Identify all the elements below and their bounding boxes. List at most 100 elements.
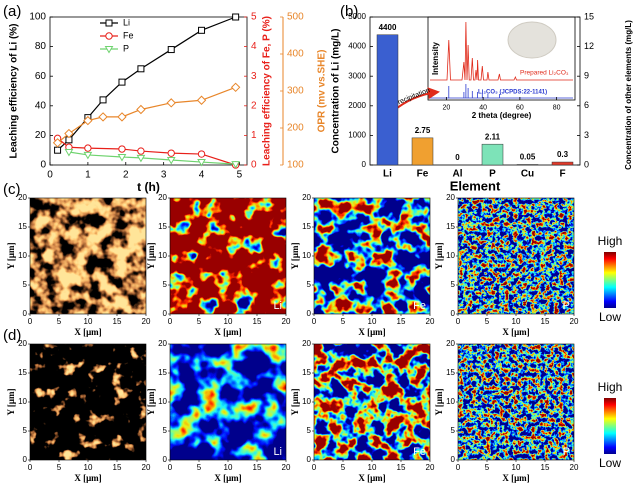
legend-marker	[105, 19, 113, 27]
y-tick-label: 15	[158, 368, 167, 377]
y-tick-label: 10	[446, 397, 455, 406]
xrd-pattern	[430, 21, 573, 81]
tick-label: 3	[584, 130, 589, 140]
y2-axis-label: Concentration of other elements (mg/L)	[624, 20, 633, 170]
y-tick-label: 5	[451, 426, 456, 435]
map-element-label: P	[563, 300, 570, 312]
tick-label: 0	[362, 160, 367, 169]
y-tick-label: 0	[163, 309, 168, 318]
y-tick-label: 15	[446, 222, 455, 231]
x-tick-label: 0	[312, 463, 317, 472]
marker	[118, 78, 126, 86]
marker	[196, 95, 207, 105]
y-tick-label: 20	[158, 193, 167, 202]
marker	[197, 159, 206, 167]
tick-label: 500	[287, 12, 304, 23]
y-tick-label: 0	[307, 455, 312, 464]
x-axis-label: t (h)	[137, 180, 160, 194]
y-tick-label: 5	[307, 426, 312, 435]
colorbar-label: High	[598, 380, 623, 394]
legend-label: Fe	[123, 30, 134, 40]
y-tick-label: 15	[18, 222, 27, 231]
y-axis-label: Concentration of Li (mg/L)	[331, 29, 342, 154]
y-tick-label: 5	[163, 426, 168, 435]
y-axis-label: Y [μm]	[146, 388, 156, 415]
colorbar-label: High	[598, 234, 623, 248]
tick-label: 300	[287, 86, 304, 97]
map-image	[30, 344, 146, 460]
marker	[84, 144, 92, 152]
map-image	[170, 198, 286, 314]
colorbar-label: Low	[599, 310, 621, 324]
tick-label: 100	[29, 12, 46, 23]
marker	[83, 115, 93, 126]
annotation: precipitation	[393, 87, 431, 108]
series-line	[68, 151, 236, 165]
tick-label: 60	[35, 71, 47, 82]
bar	[376, 34, 399, 166]
tick-label: 12	[584, 41, 594, 51]
y-axis-label: Y [μm]	[146, 242, 156, 269]
x-tick-label: 15	[253, 463, 262, 472]
marker	[137, 65, 145, 73]
series-line	[57, 137, 236, 166]
marker	[117, 112, 127, 122]
x-axis-label: 2 theta (degree)	[472, 111, 532, 120]
x-tick-label: 0	[312, 317, 317, 326]
value-label: 0.3	[557, 150, 569, 159]
x-tick-label: 5	[197, 317, 202, 326]
y-tick-label: 0	[451, 455, 456, 464]
x-tick-label: 15	[253, 317, 262, 326]
sample-photo	[507, 21, 557, 59]
tick-label: 3000	[348, 71, 366, 80]
y-tick-label: 20	[18, 193, 27, 202]
y3-axis-label: OPR (mv vs.SHE)	[317, 50, 328, 133]
x-axis-label: X [μm]	[214, 327, 241, 337]
y2-axis-label: Leaching efficiency of Fe, P (%)	[262, 16, 273, 166]
x-tick-label: Al	[453, 169, 463, 180]
series-line	[57, 16, 236, 151]
tick-label: 5000	[348, 12, 366, 21]
tick-label: 2000	[348, 101, 366, 110]
tick-label: 0	[251, 160, 257, 171]
panel-label: (a)	[3, 3, 21, 20]
legend-label: Li	[123, 17, 130, 27]
x-tick-label: 20	[442, 104, 450, 111]
x-tick-label: 10	[224, 463, 233, 472]
y-tick-label: 10	[302, 251, 311, 260]
colorbar	[604, 252, 616, 308]
x-tick-label: 15	[113, 317, 122, 326]
x-tick-label: 20	[282, 463, 291, 472]
y-tick-label: 15	[302, 368, 311, 377]
x-tick-label: 4	[199, 170, 205, 181]
x-tick-label: 0	[47, 170, 53, 181]
tick-label: 9	[584, 71, 589, 81]
x-tick-label: 20	[142, 317, 151, 326]
x-tick-label: 5	[341, 317, 346, 326]
y-tick-label: 20	[158, 339, 167, 348]
marker	[230, 82, 241, 93]
x-tick-label: F	[559, 169, 565, 180]
x-tick-label: 20	[282, 317, 291, 326]
x-tick-label: 60	[516, 104, 524, 111]
x-tick-label: 5	[57, 463, 62, 472]
y-tick-label: 0	[23, 455, 28, 464]
x-tick-label: 20	[570, 317, 579, 326]
x-tick-label: 20	[570, 463, 579, 472]
map-element-label: Fe	[413, 300, 426, 312]
x-tick-label: 1	[85, 170, 91, 181]
y-tick-label: 10	[18, 397, 27, 406]
y-tick-label: 20	[446, 339, 455, 348]
x-tick-label: 15	[541, 463, 550, 472]
x-tick-label: 0	[456, 317, 461, 326]
colorbar-label: Low	[599, 456, 621, 470]
value-label: 0.05	[520, 153, 536, 162]
tick-label: 1	[251, 130, 257, 141]
y-tick-label: 5	[23, 280, 28, 289]
y-tick-label: 0	[23, 309, 28, 318]
y-axis-label: Y [μm]	[290, 242, 300, 269]
x-tick-label: 40	[479, 104, 487, 111]
y-tick-label: 20	[446, 193, 455, 202]
bar	[551, 161, 574, 166]
